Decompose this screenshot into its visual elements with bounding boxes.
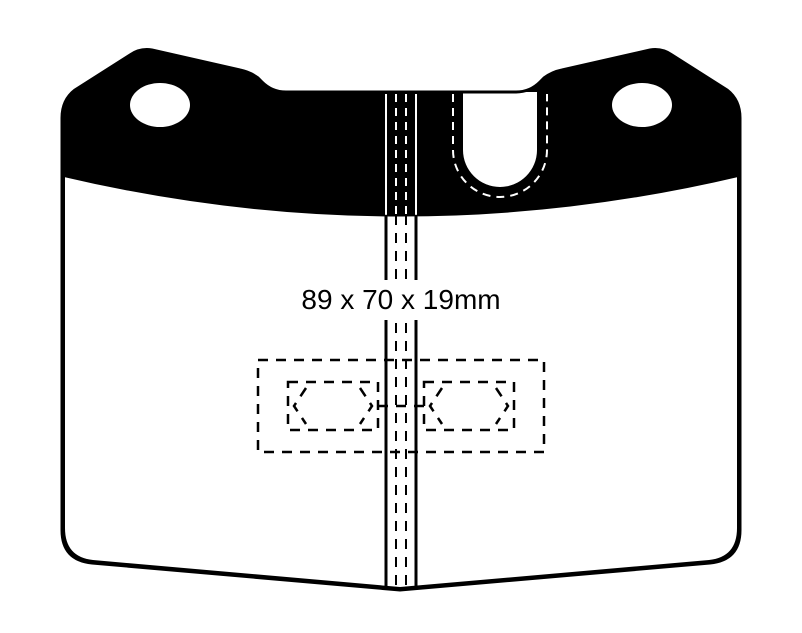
diagram-canvas: 89 x 70 x 19mm bbox=[0, 0, 802, 633]
mounting-hole-left bbox=[130, 83, 190, 127]
mounting-hole-right bbox=[612, 83, 672, 127]
friction-face bbox=[65, 176, 737, 587]
brake-pad-svg bbox=[0, 0, 802, 633]
sensor-notch bbox=[463, 92, 537, 187]
dimensions-label: 89 x 70 x 19mm bbox=[301, 284, 500, 316]
